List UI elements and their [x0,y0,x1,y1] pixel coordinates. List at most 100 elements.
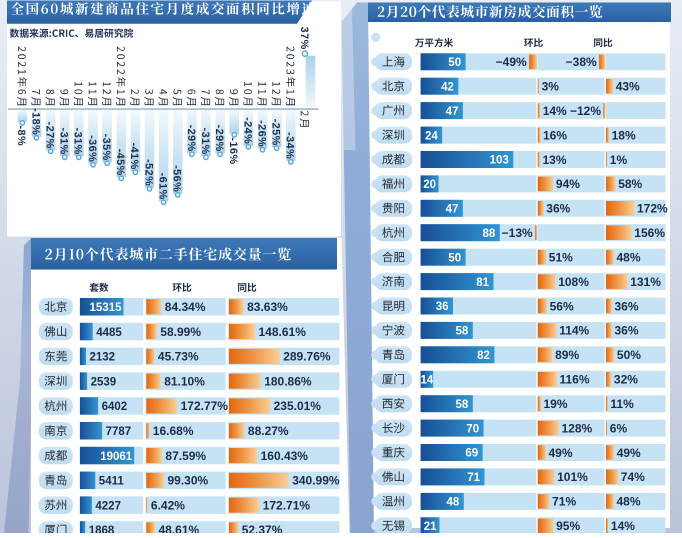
svg-text:14%: 14% [543,104,567,118]
svg-text:-29%: -29% [213,125,225,152]
svg-text:24: 24 [425,130,438,142]
svg-text:69: 69 [465,448,478,460]
svg-text:89%: 89% [555,348,579,362]
svg-text:-31%: -31% [72,128,84,155]
svg-text:82: 82 [477,350,490,362]
svg-text:48%: 48% [617,251,641,265]
svg-text:-56%: -56% [171,165,183,192]
svg-text:42: 42 [441,81,454,93]
svg-text:−49%: −49% [496,55,527,69]
svg-text:95%: 95% [556,519,580,533]
svg-text:84.34%: 84.34% [165,300,206,314]
svg-text:19061: 19061 [100,451,133,463]
svg-text:1868: 1868 [89,525,115,533]
svg-text:-61%: -61% [157,173,169,200]
svg-text:-52%: -52% [142,159,154,186]
svg-text:-31%: -31% [58,128,70,155]
svg-text:71%: 71% [552,495,576,509]
svg-text:36%: 36% [615,324,639,338]
svg-text:2132: 2132 [90,352,116,364]
svg-text:83.63%: 83.63% [247,300,288,314]
svg-text:180.86%: 180.86% [264,374,312,388]
svg-text:48.61%: 48.61% [159,523,200,533]
svg-text:3%: 3% [542,80,560,94]
svg-text:20: 20 [423,179,436,191]
svg-text:11%: 11% [610,397,634,411]
svg-text:-41%: -41% [128,143,140,170]
svg-text:50%: 50% [617,348,641,362]
svg-text:58: 58 [456,399,469,411]
svg-text:37%: 37% [298,27,310,50]
svg-text:36%: 36% [615,299,639,313]
svg-text:81.10%: 81.10% [164,374,205,388]
svg-text:19%: 19% [544,397,568,411]
svg-text:16%: 16% [543,128,567,142]
svg-text:-18%: -18% [29,108,41,135]
svg-text:2539: 2539 [91,376,117,388]
svg-text:45.73%: 45.73% [158,350,199,364]
svg-text:13%: 13% [543,153,567,167]
svg-text:-31%: -31% [199,128,211,155]
svg-text:56%: 56% [550,299,574,313]
svg-text:−13%: −13% [502,226,533,240]
svg-text:-25%: -25% [270,119,282,146]
svg-text:47: 47 [446,106,459,118]
svg-text:−38%: −38% [566,55,597,69]
svg-text:114%: 114% [559,324,589,338]
svg-text:128%: 128% [562,421,593,435]
svg-text:-45%: -45% [114,149,126,176]
svg-text:48%: 48% [617,495,641,509]
svg-text:156%: 156% [634,226,665,240]
svg-text:94%: 94% [556,177,580,191]
svg-text:-29%: -29% [185,125,197,152]
svg-text:-16%: -16% [227,137,239,164]
svg-text:58%: 58% [618,177,642,191]
svg-text:-26%: -26% [255,120,267,147]
svg-text:160.43%: 160.43% [261,449,309,463]
svg-text:71: 71 [467,472,480,484]
svg-text:51%: 51% [549,251,573,265]
svg-text:172.77%: 172.77% [181,399,229,413]
svg-text:58.99%: 58.99% [160,325,201,339]
svg-text:-35%: -35% [100,134,112,161]
svg-text:131%: 131% [630,275,661,289]
svg-text:16.68%: 16.68% [153,424,194,438]
svg-text:14: 14 [421,375,434,387]
svg-text:48: 48 [447,497,460,509]
svg-text:-27%: -27% [44,122,56,149]
svg-text:101%: 101% [557,470,588,484]
svg-text:6%: 6% [610,421,628,435]
svg-text:4485: 4485 [96,327,122,339]
svg-text:18%: 18% [612,128,636,142]
svg-text:99.30%: 99.30% [168,474,209,488]
svg-text:1%: 1% [610,153,628,167]
svg-text:6.42%: 6.42% [151,498,185,512]
svg-text:172%: 172% [637,202,668,216]
svg-text:116%: 116% [560,373,590,387]
svg-text:340.99%: 340.99% [292,474,340,488]
svg-text:7787: 7787 [106,426,132,438]
svg-text:-36%: -36% [86,135,98,162]
svg-text:50: 50 [448,57,461,69]
svg-text:36%: 36% [546,202,570,216]
svg-text:88.27%: 88.27% [248,424,289,438]
svg-text:21: 21 [424,521,437,533]
svg-text:36: 36 [436,301,449,313]
svg-text:81: 81 [476,277,489,289]
svg-text:289.76%: 289.76% [283,350,331,364]
svg-text:235.01%: 235.01% [274,399,322,413]
svg-text:74%: 74% [621,470,645,484]
svg-text:-24%: -24% [241,117,253,144]
svg-text:58: 58 [456,326,469,338]
svg-text:6402: 6402 [102,401,128,413]
svg-text:88: 88 [483,228,496,240]
svg-text:-8%: -8% [15,125,27,146]
svg-text:103: 103 [490,155,509,167]
svg-text:108%: 108% [558,275,589,289]
svg-text:4227: 4227 [95,500,121,512]
svg-text:49%: 49% [549,446,573,460]
svg-text:−12%: −12% [570,104,601,118]
svg-text:87.59%: 87.59% [165,449,206,463]
svg-text:148.61%: 148.61% [259,325,307,339]
svg-text:50: 50 [448,252,461,264]
